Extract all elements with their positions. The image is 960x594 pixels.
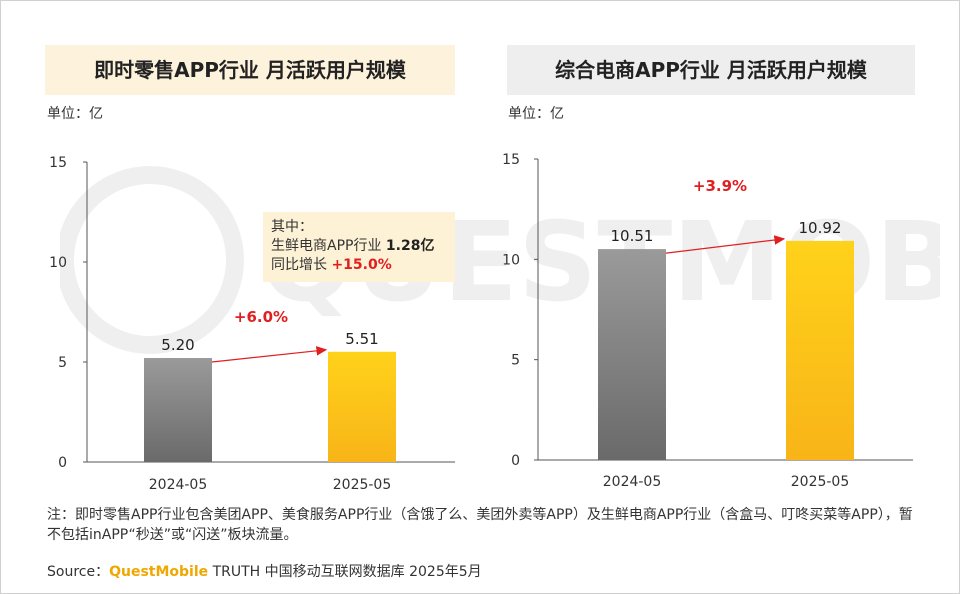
x-category-label: 2025-05 bbox=[791, 474, 850, 490]
y-tick-label: 15 bbox=[49, 155, 67, 171]
x-category-label: 2024-05 bbox=[149, 477, 208, 493]
callout-fresh-value: 1.28亿 bbox=[385, 238, 435, 254]
left-chart-title: 即时零售APP行业 月活跃用户规模 bbox=[45, 45, 455, 95]
source-suffix: TRUTH 中国移动互联网数据库 2025年5月 bbox=[208, 564, 482, 580]
bar-2024-05 bbox=[144, 358, 212, 462]
y-tick-label: 5 bbox=[511, 353, 520, 369]
source-prefix: Source： bbox=[47, 564, 110, 580]
y-tick-label: 10 bbox=[49, 255, 67, 271]
right-bar-chart: 0 5 10 15 10.51 2024-05 10.92 2025-05 +3.9% bbox=[502, 152, 913, 490]
bar-value-label: 10.92 bbox=[799, 219, 842, 237]
callout-box: 其中： 生鲜电商APP行业 1.28亿 同比增长 +15.0% bbox=[263, 212, 455, 282]
footnote: 注：即时零售APP行业包含美团APP、美食服务APP行业（含饿了么、美团外卖等A… bbox=[47, 507, 913, 543]
bar-value-label: 10.51 bbox=[611, 227, 654, 245]
growth-label: +6.0% bbox=[234, 308, 288, 326]
right-chart-title: 综合电商APP行业 月活跃用户规模 bbox=[507, 45, 915, 95]
y-tick-label: 0 bbox=[511, 453, 520, 469]
growth-arrow bbox=[211, 346, 328, 363]
y-tick-label: 10 bbox=[502, 252, 520, 268]
growth-arrow bbox=[665, 235, 786, 254]
callout-line1: 其中： bbox=[271, 219, 313, 235]
left-bar-chart: 0 5 10 15 5.20 2024-05 5.51 2025-05 +6.0% bbox=[49, 155, 455, 493]
callout-growth-label: 同比增长 bbox=[271, 257, 332, 273]
source-brand: QuestMobile bbox=[109, 564, 209, 580]
source-line: Source：QuestMobile TRUTH 中国移动互联网数据库 2025… bbox=[47, 561, 482, 581]
callout-line2: 生鲜电商APP行业 1.28亿 bbox=[271, 237, 447, 256]
callout-growth-value: +15.0% bbox=[331, 257, 392, 273]
bar-2025-05 bbox=[786, 240, 854, 460]
left-chart-unit: 单位：亿 bbox=[47, 106, 103, 122]
bar-2024-05 bbox=[598, 249, 666, 460]
growth-label: +3.9% bbox=[693, 177, 747, 195]
right-chart-unit: 单位：亿 bbox=[508, 106, 564, 122]
y-tick-label: 15 bbox=[502, 152, 520, 168]
y-tick-label: 0 bbox=[58, 455, 67, 471]
x-category-label: 2024-05 bbox=[603, 474, 662, 490]
callout-fresh-label: 生鲜电商APP行业 bbox=[271, 238, 386, 254]
bar-value-label: 5.20 bbox=[161, 336, 194, 354]
callout-line3: 同比增长 +15.0% bbox=[271, 256, 447, 275]
bar-value-label: 5.51 bbox=[345, 330, 378, 348]
y-tick-label: 5 bbox=[58, 355, 67, 371]
x-category-label: 2025-05 bbox=[333, 477, 392, 493]
bar-2025-05 bbox=[328, 351, 396, 462]
